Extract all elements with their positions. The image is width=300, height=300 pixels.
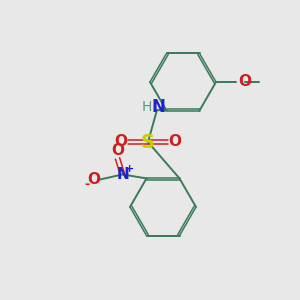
Text: O: O (115, 134, 128, 149)
Text: O: O (238, 74, 251, 89)
Text: H: H (142, 100, 152, 114)
Text: O: O (111, 143, 124, 158)
Text: S: S (141, 133, 155, 152)
Text: N: N (151, 98, 165, 116)
Text: O: O (87, 172, 100, 187)
Text: +: + (125, 164, 134, 174)
Text: N: N (116, 167, 129, 182)
Text: -: - (84, 178, 89, 191)
Text: O: O (169, 134, 182, 149)
